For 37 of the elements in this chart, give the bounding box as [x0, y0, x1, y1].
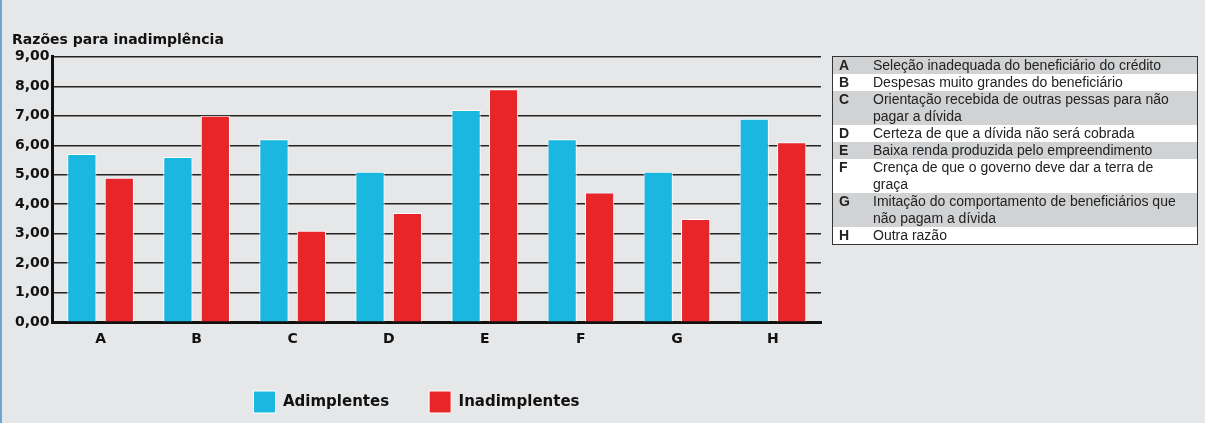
category-label: E [839, 142, 849, 158]
y-tick-label: 9,00 [15, 47, 50, 64]
y-tick-label: 5,00 [15, 165, 50, 182]
chart-title: Razões para inadimplência [12, 31, 224, 48]
category-label: C [839, 91, 850, 107]
text: Despesas muito grandes do beneficiário [872, 74, 1124, 91]
y-tick-label: 7,00 [15, 106, 50, 123]
y-tick-label: 0,00 [15, 312, 50, 329]
category-label: A [839, 57, 850, 73]
x-tick-label: C [287, 330, 298, 347]
category-label: B [839, 74, 850, 90]
y-tick-label: 3,00 [15, 224, 50, 241]
text: Crença de que o governo deve dar a terra de graça [872, 159, 1155, 193]
y-tick-label: 8,00 [15, 76, 50, 93]
text: Orientação recebida de outras pessas para não pagar a dívida [872, 91, 1170, 125]
x-tick-label: H [767, 330, 779, 347]
x-tick-label: G [671, 330, 683, 347]
category-label: G [839, 193, 850, 209]
category-label: D [839, 125, 850, 141]
text: Certeza de que a dívida não será cobrada [872, 125, 1136, 142]
text: Outra razão [872, 227, 948, 245]
y-tick-label: 6,00 [15, 135, 50, 152]
y-tick-label: 2,00 [15, 253, 50, 270]
legend-label: Inadimplentes [458, 391, 580, 410]
text: Seleção inadequada do beneficiário do crédito [872, 56, 1162, 74]
legend-label: Adimplentes [282, 391, 390, 410]
x-tick-label: F [576, 330, 586, 347]
x-tick-label: E [480, 330, 490, 347]
x-tick-label: D [382, 330, 395, 347]
y-tick-label: 1,00 [15, 283, 50, 300]
x-tick-label: A [95, 330, 107, 347]
category-label: H [839, 227, 850, 243]
x-tick-label: B [191, 330, 202, 347]
text: Baixa renda produzida pelo empreendimento [872, 142, 1154, 159]
category-label: F [839, 159, 848, 175]
text: Imitação do comportamento de beneficiários que não pagam a dívida [872, 193, 1177, 227]
y-tick-label: 4,00 [15, 194, 50, 211]
